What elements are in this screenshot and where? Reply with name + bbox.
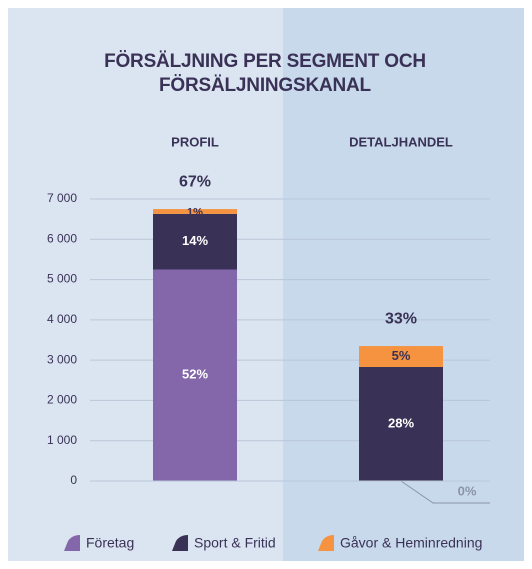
value-label: 0% (458, 483, 477, 498)
value-label: 14% (182, 233, 208, 248)
leader-line (400, 480, 490, 504)
y-tick-label: 3 000 (47, 352, 77, 366)
y-tick-label: 4 000 (47, 312, 77, 326)
category-label: DETALJHANDEL (349, 134, 453, 149)
legend-swatch (318, 535, 334, 551)
y-tick-label: 0 (70, 473, 77, 487)
legend-label: Sport & Fritid (194, 535, 276, 551)
legend-swatch (64, 535, 80, 551)
bar-segment (359, 366, 443, 481)
y-tick-label: 7 000 (47, 191, 77, 205)
value-label: 28% (388, 415, 414, 430)
y-tick-label: 1 000 (47, 433, 77, 447)
chart-title: FÖRSÄLJNING PER SEGMENT OCH FÖRSÄLJNINGS… (104, 51, 426, 96)
bar-segment (153, 269, 237, 481)
bar-segment (153, 209, 237, 214)
value-label: 5% (392, 348, 411, 363)
value-label: 1% (187, 206, 203, 218)
bar-segment (153, 213, 237, 270)
legend-label: Företag (86, 535, 134, 551)
bar-segment (359, 346, 443, 367)
value-label: 52% (182, 367, 208, 382)
total-label: 67% (179, 173, 211, 190)
category-label: PROFIL (171, 134, 219, 149)
total-label: 33% (385, 310, 417, 327)
legend-label: Gåvor & Heminredning (340, 535, 482, 551)
legend-swatch (172, 535, 188, 551)
y-tick-label: 6 000 (47, 231, 77, 245)
y-tick-label: 2 000 (47, 393, 77, 407)
y-tick-label: 5 000 (47, 272, 77, 286)
